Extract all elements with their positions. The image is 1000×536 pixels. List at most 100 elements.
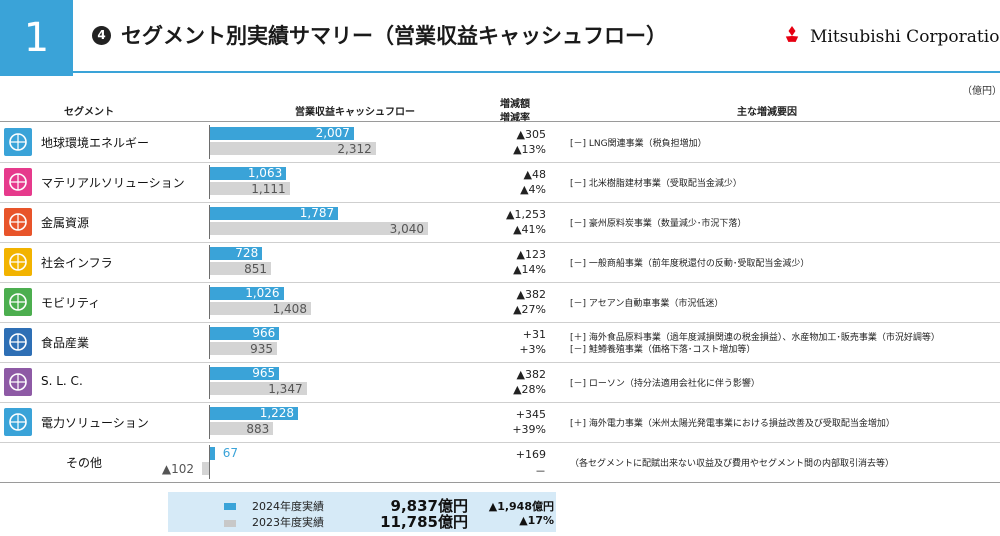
zero-axis <box>209 445 210 479</box>
table-row: 電力ソリューション 1,228 883 +345 +39% [＋] 海外電力事業（米州太陽… <box>0 402 1000 443</box>
bar-2023 <box>210 142 376 155</box>
change-amount: ▲123 <box>516 248 546 261</box>
reason-text: [－] 鮭鱒養殖事業（価格下落･コスト増加等） <box>570 345 756 355</box>
three-diamonds-logo-icon <box>785 26 799 43</box>
solar-panel-icon <box>4 408 32 436</box>
bar-2024 <box>210 327 280 340</box>
zero-axis <box>209 165 210 199</box>
bar-label-2023: 1,347 <box>268 382 303 396</box>
bar-label-2023: 2,312 <box>337 142 372 156</box>
bar-label-2023: 1,408 <box>272 302 307 316</box>
header-divider <box>0 121 1000 122</box>
reason-text: [－] アセアン自動車事業（市況低迷） <box>570 299 724 309</box>
bar-label-2024: 728 <box>235 246 259 260</box>
segment-name: 社会インフラ <box>41 256 113 270</box>
bar-2023 <box>210 222 428 235</box>
car-icon <box>4 288 32 316</box>
city-icon <box>4 248 32 276</box>
col-header-reasons: 主な増減要因 <box>737 107 797 118</box>
bar-label-2023: 935 <box>250 342 274 356</box>
change-rate: +39% <box>512 423 546 436</box>
bar-label-2024: 965 <box>252 366 276 380</box>
reason-text: [－] 一般商船事業（前年度税還付の反動･受取配当金減少） <box>570 259 810 269</box>
bar-label-2023: 1,111 <box>251 182 286 196</box>
table-row: 食品産業 966 935 +31 +3% [＋] 海外食品原料事業（過年度減損関連の税金損… <box>0 322 1000 363</box>
materials-icon <box>4 168 32 196</box>
segment-name: 電力ソリューション <box>41 416 149 430</box>
legend-summary: 2024年度実績 9,837億円 ▲1,948億円 2023年度実績 11,78… <box>168 492 556 532</box>
change-amount: ▲382 <box>516 288 546 301</box>
reason-text: [－] 北米樹脂建材事業（受取配当金減少） <box>570 179 742 189</box>
reason-text: [－] LNG関連事業（税負担増加） <box>570 139 707 149</box>
zero-axis <box>209 365 210 399</box>
table-row: マテリアルソリューション 1,063 1,111 ▲48 ▲4% [－] 北米樹脂建材事業… <box>0 162 1000 203</box>
food-icon <box>4 328 32 356</box>
page-title: 4 セグメント別実績サマリー（営業収益キャッシュフロー） <box>92 20 667 50</box>
bar-label-2023: ▲102 <box>161 462 194 476</box>
legend-swatch-2024 <box>224 503 236 510</box>
segment-name: 食品産業 <box>41 336 90 350</box>
bar-label-2024: 1,228 <box>259 406 295 420</box>
bar-label-2024: 1,063 <box>247 166 283 180</box>
bar-2024 <box>210 207 339 220</box>
bar-2023 <box>210 342 278 355</box>
page-title-text: セグメント別実績サマリー（営業収益キャッシュフロー） <box>121 24 667 48</box>
change-amount: ▲305 <box>516 128 546 141</box>
segment-name: その他 <box>66 456 103 470</box>
change-rate: ▲41% <box>513 223 546 236</box>
bar-2024 <box>210 287 284 300</box>
bar-2024 <box>210 407 299 420</box>
segment-name: S. L. C. <box>41 374 83 388</box>
company-logo: Mitsubishi Corporation <box>780 26 1000 47</box>
change-rate: ▲13% <box>513 143 546 156</box>
reason-text: [－] ローソン（持分法適用会社化に伴う影響） <box>570 379 760 389</box>
change-amount: ▲382 <box>516 368 546 381</box>
bar-2024 <box>210 167 287 180</box>
table-row: その他 67 ▲102 +169 － （各セグメントに配賦出来ない収益及び費用やセグメント… <box>0 442 1000 483</box>
bar-2023 <box>202 462 209 475</box>
segment-name: マテリアルソリューション <box>41 176 185 190</box>
segment-name: 金属資源 <box>41 216 90 230</box>
total-change-amount: ▲1,948億円 <box>488 500 554 513</box>
change-amount: ▲48 <box>523 168 546 181</box>
zero-axis <box>209 405 210 439</box>
change-rate: ▲14% <box>513 263 546 276</box>
bar-2023 <box>210 382 307 395</box>
change-rate: ▲27% <box>513 303 546 316</box>
table-row: 社会インフラ 728 851 ▲123 ▲14% [－] 一般商船事業（前年度税還付の反動… <box>0 242 1000 283</box>
logo-text: Mitsubishi Corporation <box>810 26 1000 47</box>
table-row: モビリティ 1,026 1,408 ▲382 ▲27% [－] アセアン自動車事業（市況低… <box>0 282 1000 323</box>
bar-2023 <box>210 182 290 195</box>
bar-2024 <box>210 447 215 460</box>
zero-axis <box>209 205 210 239</box>
col-header-ocf: 営業収益キャッシュフロー <box>295 107 415 118</box>
bar-label-2024: 966 <box>252 326 276 340</box>
globe-icon <box>4 128 32 156</box>
mining-truck-icon <box>4 208 32 236</box>
bar-2023 <box>210 422 274 435</box>
bar-2024 <box>210 367 280 380</box>
reason-text: [＋] 海外食品原料事業（過年度減損関連の税金損益）、水産物加工･販売事業（市況… <box>570 333 940 343</box>
table-row: S. L. C. 965 1,347 ▲382 ▲28% [－] ローソン（持分法適用会社… <box>0 362 1000 403</box>
table-row: 金属資源 1,787 3,040 ▲1,253 ▲41% [－] 豪州原料炭事業（数量減少… <box>0 202 1000 243</box>
total-change-rate: ▲17% <box>519 514 554 527</box>
bar-label-2024: 1,026 <box>245 286 280 300</box>
bar-2024 <box>210 247 263 260</box>
total-2024: 9,837億円 <box>390 497 468 515</box>
legend-label-2023: 2023年度実績 <box>252 516 324 529</box>
segment-name: 地球環境エネルギー <box>41 136 150 150</box>
legend-swatch-2023 <box>224 520 236 527</box>
table-row: 地球環境エネルギー 2,007 2,312 ▲305 ▲13% [－] LNG関連事業（税… <box>0 122 1000 163</box>
change-amount: +345 <box>515 408 546 421</box>
people-icon <box>4 368 32 396</box>
unit-label: （億円） <box>962 86 1000 97</box>
change-rate: － <box>535 465 546 478</box>
change-amount: +31 <box>522 328 546 341</box>
change-rate: ▲28% <box>513 383 546 396</box>
slide-number: 1 <box>0 0 73 76</box>
segment-name: モビリティ <box>41 296 101 310</box>
bar-2023 <box>210 262 272 275</box>
bar-label-2024: 2,007 <box>315 126 350 140</box>
bar-label-2023: 3,040 <box>389 222 424 236</box>
change-amount: ▲1,253 <box>506 208 546 221</box>
